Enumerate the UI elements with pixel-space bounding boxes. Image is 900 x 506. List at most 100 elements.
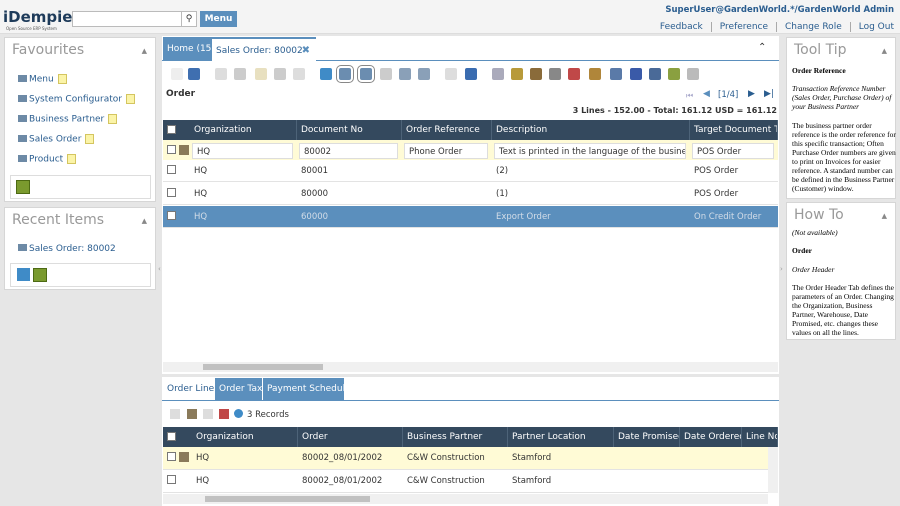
grid-cell[interactable]: Stamford: [508, 470, 614, 493]
row-edit-icon[interactable]: [179, 145, 189, 155]
search-button[interactable]: ⚲: [181, 11, 197, 27]
trash-icon[interactable]: [16, 180, 30, 194]
grid-cell[interactable]: HQ: [192, 470, 298, 493]
grid-cell[interactable]: 80001: [297, 160, 402, 182]
column-header[interactable]: Business Partner: [403, 427, 508, 447]
toolbar-button[interactable]: [274, 68, 286, 80]
grid-cell[interactable]: Export Order: [492, 206, 690, 228]
favourite-label[interactable]: Business Partner: [29, 115, 104, 125]
row-checkbox[interactable]: [167, 211, 176, 220]
grid-cell[interactable]: (1): [492, 183, 690, 205]
user-info[interactable]: SuperUser@GardenWorld.*/GardenWorld Admi…: [665, 5, 894, 15]
favourite-item[interactable]: Business Partner: [18, 114, 117, 125]
toolbar-button[interactable]: [320, 68, 332, 80]
nav-first-arrow[interactable]: ◀: [703, 89, 710, 99]
favourite-label[interactable]: Product: [29, 155, 63, 165]
toolbar-button[interactable]: [530, 68, 542, 80]
toolbar-button[interactable]: [380, 68, 392, 80]
toolbar-button[interactable]: [465, 68, 477, 80]
grid-cell[interactable]: Stamford: [508, 447, 614, 470]
grid-cell[interactable]: C&W Construction: [403, 447, 508, 470]
toolbar-icon[interactable]: [219, 409, 229, 419]
scroll-thumb[interactable]: [205, 496, 370, 502]
column-header[interactable]: Line No: [742, 427, 778, 447]
grid-cell[interactable]: HQ: [192, 447, 298, 470]
header-link[interactable]: Preference: [711, 22, 776, 32]
grid-cell[interactable]: 80002_08/01/2002: [298, 470, 403, 493]
detail-tab[interactable]: Order Line: [163, 378, 214, 400]
grid-cell[interactable]: HQ: [190, 160, 297, 182]
east-collapse[interactable]: ›: [780, 265, 783, 273]
toolbar-icon[interactable]: [187, 409, 197, 419]
toolbar-button[interactable]: [339, 68, 351, 80]
grid-cell[interactable]: 80000: [297, 183, 402, 205]
grid-cell[interactable]: Phone Order: [404, 143, 488, 159]
favourite-item[interactable]: Sales Order: [18, 134, 94, 145]
toolbar-button[interactable]: [549, 68, 561, 80]
select-all[interactable]: [167, 432, 176, 441]
row-edit-icon[interactable]: [179, 452, 189, 462]
favourite-label[interactable]: Menu: [29, 75, 54, 85]
scrollbar[interactable]: [163, 362, 778, 372]
recent-item[interactable]: Sales Order: 80002: [18, 244, 116, 254]
toolbar-button[interactable]: [649, 68, 661, 80]
header-link[interactable]: Change Role: [776, 22, 850, 32]
favourite-item[interactable]: System Configurator: [18, 94, 135, 105]
column-header[interactable]: Target Document Typ: [690, 120, 778, 140]
row-checkbox[interactable]: [167, 475, 176, 484]
header-link[interactable]: Feedback: [652, 22, 711, 32]
toolbar-button[interactable]: [399, 68, 411, 80]
nav-next[interactable]: ▶: [748, 89, 755, 99]
toolbar-button[interactable]: [511, 68, 523, 80]
favourite-label[interactable]: System Configurator: [29, 95, 122, 105]
grid-cell[interactable]: POS Order: [690, 160, 778, 182]
collapse-button[interactable]: ▲: [142, 47, 147, 55]
scroll-thumb[interactable]: [203, 364, 323, 370]
grid-cell[interactable]: HQ: [190, 206, 297, 228]
grid-cell[interactable]: POS Order: [692, 143, 774, 159]
grid-cell[interactable]: Text is printed in the language of the b…: [494, 143, 686, 159]
toolbar-button[interactable]: [188, 68, 200, 80]
toolbar-button[interactable]: [360, 68, 372, 80]
menu-button[interactable]: Menu: [200, 11, 237, 27]
collapse-button[interactable]: ▲: [882, 212, 887, 220]
window-tab[interactable]: Home (15): [163, 37, 213, 61]
maximize-button[interactable]: ⌃: [758, 42, 766, 53]
toolbar-icon[interactable]: [234, 409, 243, 418]
window-tab[interactable]: Sales Order: 80002✖: [212, 37, 316, 61]
collapse-button[interactable]: ▲: [882, 47, 887, 55]
row-checkbox[interactable]: [167, 145, 176, 154]
close-tab[interactable]: ✖: [302, 39, 310, 63]
toolbar-button[interactable]: [610, 68, 622, 80]
toolbar-button[interactable]: [418, 68, 430, 80]
nav-last[interactable]: ▶|: [764, 89, 774, 99]
toolbar-button[interactable]: [293, 68, 305, 80]
toolbar-button[interactable]: [630, 68, 642, 80]
column-header[interactable]: Order Reference: [402, 120, 492, 140]
scrollbar[interactable]: [163, 494, 768, 504]
refresh-icon[interactable]: [17, 268, 30, 281]
toolbar-button[interactable]: [568, 68, 580, 80]
grid-cell[interactable]: HQ: [190, 183, 297, 205]
nav-first[interactable]: ⏮: [686, 91, 693, 101]
grid-cell[interactable]: C&W Construction: [403, 470, 508, 493]
row-checkbox[interactable]: [167, 188, 176, 197]
toolbar-button[interactable]: [492, 68, 504, 80]
splitter[interactable]: [162, 374, 779, 377]
detail-tab[interactable]: Payment Schedule: [263, 378, 344, 400]
toolbar-button[interactable]: [234, 68, 246, 80]
column-header[interactable]: Date Ordered: [680, 427, 742, 447]
grid-cell[interactable]: On Credit Order: [690, 206, 778, 228]
toolbar-icon[interactable]: [170, 409, 180, 419]
favourite-label[interactable]: Sales Order: [29, 135, 81, 145]
toolbar-button[interactable]: [687, 68, 699, 80]
toolbar-button[interactable]: [668, 68, 680, 80]
toolbar-button[interactable]: [589, 68, 601, 80]
grid-cell[interactable]: (2): [492, 160, 690, 182]
column-header[interactable]: Order: [298, 427, 403, 447]
column-header[interactable]: Date Promised: [614, 427, 680, 447]
row-checkbox[interactable]: [167, 452, 176, 461]
favourite-item[interactable]: Product: [18, 154, 76, 165]
detail-tab[interactable]: Order Tax: [215, 378, 262, 400]
toolbar-icon[interactable]: [203, 409, 213, 419]
